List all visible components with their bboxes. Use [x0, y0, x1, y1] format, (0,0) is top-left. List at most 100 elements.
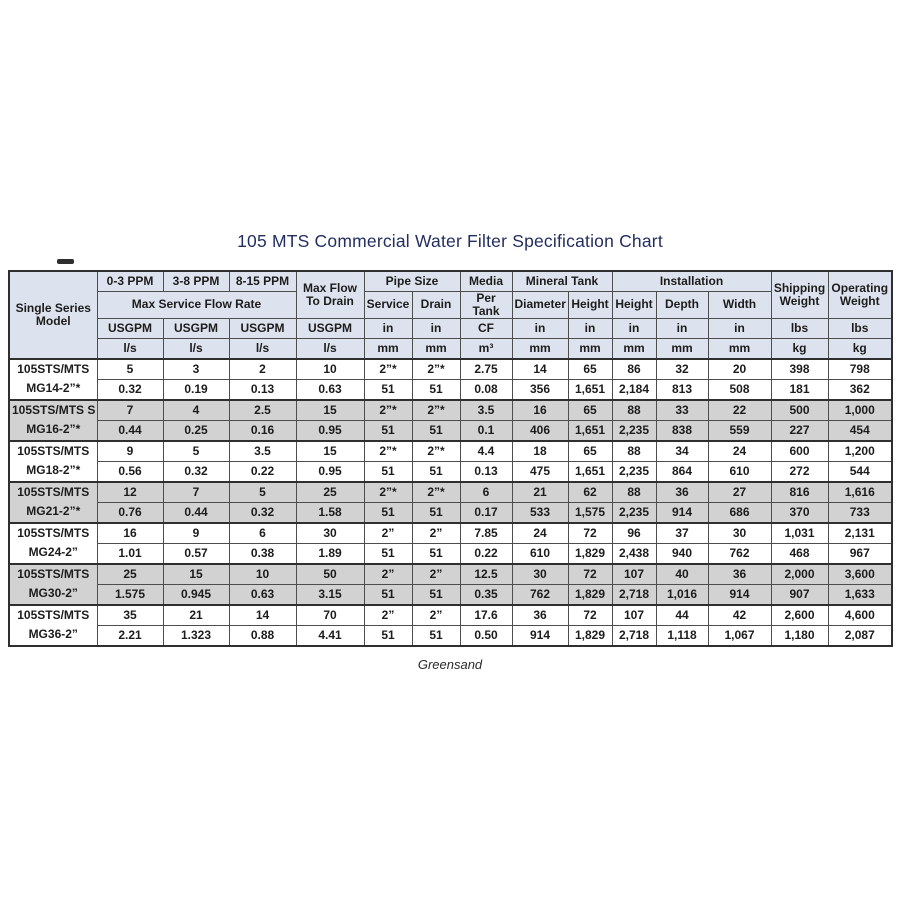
spec-cell: 25: [295, 480, 365, 503]
spec-cell: 0.32: [162, 460, 230, 483]
spec-cell: 0.16: [228, 419, 297, 442]
spec-cell: 2”*: [363, 357, 413, 380]
spec-cell: 15: [295, 398, 365, 421]
spec-cell: 36: [655, 480, 709, 503]
spec-row-metric: 2.21 1.323 0.88 4.41 51 51 0.50 914 1,829 2,718 1,…: [9, 624, 893, 647]
header-row-groups: Single Series Model 0-3 PPM 3-8 PPM 8-15…: [8, 270, 893, 360]
spec-cell: 30: [511, 562, 569, 585]
spec-cell: 51: [411, 460, 461, 483]
spec-cell: 2.21: [96, 624, 164, 647]
col-header-width: Width: [707, 290, 772, 320]
spec-cell: 18: [511, 439, 569, 462]
spec-cell: 2,718: [611, 624, 657, 647]
unit-cell-us: in: [567, 318, 613, 340]
spec-cell: 2”: [411, 521, 461, 544]
spec-cell: 1,575: [567, 501, 613, 524]
model-cell: 105STS/MTS MG18-2”*: [8, 439, 98, 483]
spec-cell: 21: [162, 603, 230, 626]
group-header-mineral-tank: Mineral Tank: [511, 270, 613, 292]
spec-cell: 0.13: [228, 378, 297, 401]
model-line1: 105STS/MTS S: [12, 402, 96, 417]
units-row-us: USGPM USGPM USGPM USGPM in in CF in in in in in lbs l…: [9, 318, 893, 340]
spec-cell: 2.5: [228, 398, 297, 421]
spec-cell: 0.32: [96, 378, 164, 401]
model-header-line2: Model: [35, 313, 71, 328]
spec-cell: 51: [411, 583, 461, 606]
spec-cell: 42: [707, 603, 772, 626]
spec-cell: 3,600: [827, 562, 893, 585]
spec-cell: 272: [770, 460, 829, 483]
spec-cell: 0.13: [459, 460, 513, 483]
spec-cell: 0.945: [162, 583, 230, 606]
spec-cell: 65: [567, 439, 613, 462]
spec-cell: 3.5: [228, 439, 297, 462]
unit-cell-us: in: [511, 318, 569, 340]
unit-cell-us: USGPM: [96, 318, 164, 340]
spec-cell: 12: [96, 480, 164, 503]
unit-cell-us: USGPM: [228, 318, 297, 340]
spec-cell: 967: [827, 542, 893, 565]
spec-table-container: Single Series Model 0-3 PPM 3-8 PPM 8-15…: [8, 270, 893, 647]
group-header-media: Media: [459, 270, 513, 292]
unit-cell-metric: mm: [567, 338, 613, 360]
group-header-pipe-size: Pipe Size: [363, 270, 461, 292]
spec-cell: 1.323: [162, 624, 230, 647]
spec-cell: 4: [162, 398, 230, 421]
model-cell: 105STS/MTS S MG16-2”*: [8, 398, 98, 442]
unit-cell-metric: l/s: [228, 338, 297, 360]
col-header-8-15-ppm: 8-15 PPM: [228, 270, 297, 292]
spec-cell: 51: [363, 378, 413, 401]
spec-cell: 533: [511, 501, 569, 524]
spec-cell: 398: [770, 357, 829, 380]
unit-cell-metric: mm: [511, 338, 569, 360]
spec-cell: 2”*: [411, 357, 461, 380]
page-title: 105 MTS Commercial Water Filter Specific…: [237, 231, 663, 251]
unit-cell-us: lbs: [827, 318, 893, 340]
spec-cell: 2”*: [363, 480, 413, 503]
spec-cell: 22: [707, 398, 772, 421]
spec-cell: 838: [655, 419, 709, 442]
spec-cell: 0.88: [228, 624, 297, 647]
spec-cell: 32: [655, 357, 709, 380]
spec-cell: 65: [567, 398, 613, 421]
spec-cell: 2,600: [770, 603, 829, 626]
col-header-operating-weight: Operating Weight: [827, 270, 893, 320]
spec-cell: 762: [511, 583, 569, 606]
spec-cell: 686: [707, 501, 772, 524]
spec-cell: 3.15: [295, 583, 365, 606]
spec-cell: 62: [567, 480, 613, 503]
col-header-max-service-flow-rate: Max Service Flow Rate: [96, 290, 297, 320]
col-header-depth: Depth: [655, 290, 709, 320]
spec-cell: 12.5: [459, 562, 513, 585]
spec-cell: 0.76: [96, 501, 164, 524]
col-header-diameter: Diameter: [511, 290, 569, 320]
model-line1: 105STS/MTS: [17, 566, 90, 581]
spec-cell: 86: [611, 357, 657, 380]
col-header-service: Service: [363, 290, 413, 320]
model-line2: MG36-2”: [28, 627, 78, 642]
spec-cell: 9: [96, 439, 164, 462]
spec-cell: 813: [655, 378, 709, 401]
spec-cell: 1.58: [295, 501, 365, 524]
spec-row-us: 105STS/MTS MG24-2” 16 9 6 30 2” 2” 7.85 24 72 96 37 3…: [8, 521, 893, 565]
spec-cell: 2”*: [411, 439, 461, 462]
model-line2: MG21-2”*: [26, 504, 81, 519]
spec-cell: 864: [655, 460, 709, 483]
spec-cell: 7: [96, 398, 164, 421]
spec-cell: 508: [707, 378, 772, 401]
spec-cell: 0.32: [228, 501, 297, 524]
spec-row-us: 105STS/MTS MG18-2”* 9 5 3.5 15 2”* 2”* 4.4 18 65 88…: [8, 439, 893, 483]
unit-cell-metric: kg: [770, 338, 829, 360]
spec-cell: 27: [707, 480, 772, 503]
spec-cell: 15: [295, 439, 365, 462]
spec-cell: 4.41: [295, 624, 365, 647]
model-line1: 105STS/MTS: [17, 484, 90, 499]
spec-table: Single Series Model 0-3 PPM 3-8 PPM 8-15…: [8, 270, 893, 647]
model-line1: 105STS/MTS: [17, 525, 90, 540]
spec-cell: 3.5: [459, 398, 513, 421]
spec-row-us: 105STS/MTS MG21-2”* 12 7 5 25 2”* 2”* 6 21 62 88 36 2…: [8, 480, 893, 524]
header-row-sub: Max Service Flow Rate Service Drain Per …: [9, 290, 892, 320]
spec-cell: 2,087: [827, 624, 893, 647]
spec-cell: 0.35: [459, 583, 513, 606]
spec-cell: 107: [611, 603, 657, 626]
